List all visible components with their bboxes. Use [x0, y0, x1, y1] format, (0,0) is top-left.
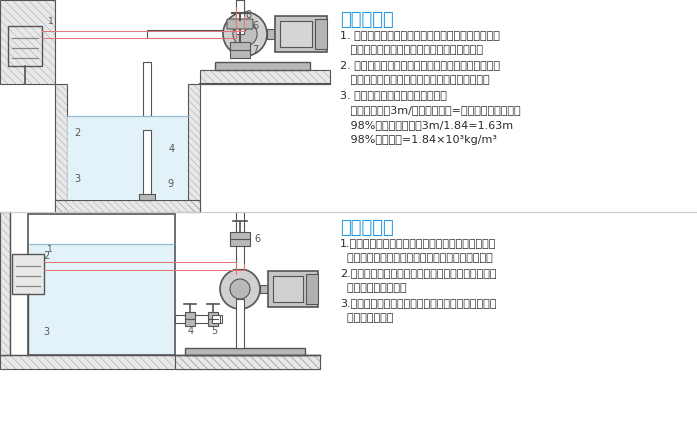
Bar	[230, 232, 250, 246]
Text: 1.自吸式磁力泵用在倒灌工况时，泵的进口需安装进: 1.自吸式磁力泵用在倒灌工况时，泵的进口需安装进	[340, 238, 496, 248]
Bar	[215, 62, 310, 70]
Text: 4: 4	[188, 326, 194, 336]
Bar	[273, 276, 303, 302]
Bar	[175, 315, 222, 323]
Bar	[275, 16, 327, 52]
Text: 3. 该工况的自吸高度可简单计算：: 3. 该工况的自吸高度可简单计算：	[340, 90, 447, 100]
Text: 5: 5	[211, 326, 217, 336]
Bar	[175, 355, 320, 369]
Text: 98%硫酸密度=1.84×10³kg/m³: 98%硫酸密度=1.84×10³kg/m³	[340, 135, 497, 145]
Bar	[67, 117, 188, 200]
Text: 6: 6	[254, 234, 260, 244]
Bar	[230, 42, 250, 58]
Bar	[260, 285, 268, 293]
Circle shape	[230, 279, 250, 299]
Bar	[315, 19, 327, 49]
Text: 98%硫酸自吸高度：3m/1.84=1.63m: 98%硫酸自吸高度：3m/1.84=1.63m	[340, 120, 513, 130]
Text: 2.泵的出口需安装出口阀用来调节流量（不允许用进: 2.泵的出口需安装出口阀用来调节流量（不允许用进	[340, 268, 496, 278]
Circle shape	[233, 19, 247, 33]
Bar	[12, 254, 44, 294]
Bar	[236, 299, 244, 348]
FancyBboxPatch shape	[227, 19, 253, 29]
Circle shape	[233, 22, 257, 46]
Text: 口阀便于维修时关闭阀门不让槽罐中的液体流出；: 口阀便于维修时关闭阀门不让槽罐中的液体流出；	[340, 253, 493, 263]
Bar	[185, 312, 195, 326]
Text: 2. 泵的出口需安装出口阀用来调节流量。如果出口管: 2. 泵的出口需安装出口阀用来调节流量。如果出口管	[340, 60, 500, 70]
Text: 1. 自吸式磁力泵用于吸上工况时，泵进口管底部无需: 1. 自吸式磁力泵用于吸上工况时，泵进口管底部无需	[340, 30, 500, 40]
Bar	[0, 212, 10, 355]
Bar	[143, 130, 151, 200]
Circle shape	[220, 269, 260, 309]
Text: 4: 4	[169, 144, 175, 154]
Text: 3: 3	[74, 174, 80, 184]
Text: 安装底阀，开机前泵腔内需灌满输送的液体。: 安装底阀，开机前泵腔内需灌满输送的液体。	[340, 45, 483, 55]
Bar	[236, 0, 244, 12]
Text: 设置有止回阀，则在止回阀下部需设置排气管。: 设置有止回阀，则在止回阀下部需设置排气管。	[340, 75, 489, 85]
Bar	[268, 271, 318, 307]
Text: 9: 9	[167, 179, 173, 189]
Bar	[200, 70, 330, 84]
Bar	[212, 315, 220, 323]
Text: 口阀来调节流量）。: 口阀来调节流量）。	[340, 283, 406, 293]
Bar	[143, 62, 151, 117]
Text: 8: 8	[245, 10, 251, 20]
Bar	[236, 0, 244, 34]
Text: 1: 1	[48, 17, 54, 26]
Bar	[280, 21, 312, 47]
Circle shape	[223, 12, 267, 56]
Text: 7: 7	[252, 45, 259, 55]
Text: 2: 2	[43, 251, 49, 261]
Bar	[188, 84, 200, 212]
Text: 进入工作状态。: 进入工作状态。	[340, 313, 393, 323]
Bar	[28, 214, 175, 355]
Bar	[306, 274, 318, 304]
Bar	[236, 212, 244, 232]
Bar	[8, 26, 42, 66]
Text: 吸上工况：: 吸上工况：	[340, 11, 394, 29]
Text: 3: 3	[43, 327, 49, 337]
Bar	[267, 29, 275, 39]
Bar	[236, 227, 244, 269]
Text: 倒灌工况：: 倒灌工况：	[340, 219, 394, 237]
Bar	[55, 84, 67, 212]
Bar	[0, 355, 320, 369]
Bar	[208, 312, 218, 326]
Text: 6: 6	[252, 21, 258, 31]
Text: 1: 1	[47, 245, 53, 254]
Bar	[29, 244, 174, 354]
Bar	[0, 0, 55, 84]
Text: 清水自吸高度3m/输送介质密度=实际自吸高度，如：: 清水自吸高度3m/输送介质密度=实际自吸高度，如：	[340, 105, 521, 115]
Bar	[139, 194, 155, 200]
Text: 3.该工况没有自吸过程，可直接启动泵（闭阀启动）: 3.该工况没有自吸过程，可直接启动泵（闭阀启动）	[340, 298, 496, 308]
Bar	[185, 348, 305, 355]
Bar	[147, 30, 235, 38]
Text: 2: 2	[74, 128, 80, 139]
Bar	[55, 200, 200, 212]
